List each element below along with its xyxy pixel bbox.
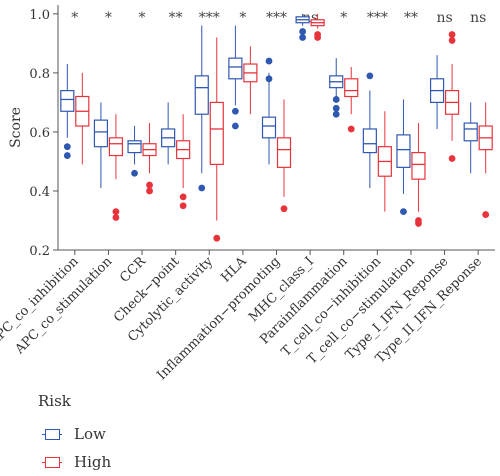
legend-label-low: Low	[74, 425, 106, 443]
box-low-4	[194, 25, 209, 192]
box-high-2	[142, 123, 157, 195]
box-body	[194, 75, 209, 115]
box-low-11	[429, 55, 445, 129]
outlier-point	[213, 234, 221, 242]
outlier-point	[332, 96, 340, 103]
significance-label: ns	[436, 10, 452, 26]
box-high-1	[108, 114, 124, 221]
outlier-point	[265, 57, 273, 65]
box-body	[463, 122, 478, 142]
significance-label: *	[340, 10, 347, 26]
significance-label: *	[239, 10, 246, 26]
legend-key-high	[42, 452, 62, 472]
box-low-2	[127, 126, 142, 177]
box-high-9	[377, 111, 392, 212]
legend-item-low: Low	[42, 420, 111, 448]
box-high-3	[176, 114, 191, 210]
legend-key-low	[42, 424, 62, 444]
significance-label: **	[169, 10, 183, 26]
significance-label: **	[404, 10, 418, 26]
box-low-12	[463, 102, 478, 174]
box-body	[411, 151, 426, 180]
box-high-7	[310, 13, 325, 41]
box-high-5	[243, 46, 258, 115]
box-low-1	[93, 102, 109, 189]
box-high-4	[209, 37, 224, 242]
outlier-point	[448, 37, 456, 44]
y-tick-label: 0.2	[29, 244, 50, 259]
legend: Risk Low High	[38, 392, 111, 476]
significance-label: ***	[199, 10, 220, 26]
outlier-point	[280, 205, 288, 213]
outlier-point	[314, 34, 322, 41]
box-low-10	[396, 99, 411, 216]
outlier-point	[131, 169, 138, 177]
outlier-point	[332, 104, 340, 112]
y-tick-label: 0.6	[29, 126, 50, 141]
outlier-point	[179, 193, 187, 201]
outlier-point	[332, 110, 340, 118]
box-high-8	[344, 66, 359, 133]
y-axis-label: Score	[8, 107, 24, 148]
outlier-point	[112, 208, 120, 216]
box-low-7	[295, 13, 310, 41]
significance-label: *	[139, 10, 146, 26]
box-body	[108, 137, 124, 157]
outlier-point	[482, 211, 490, 218]
significance-label: ns	[470, 10, 486, 26]
legend-title: Risk	[38, 392, 71, 410]
outlier-point	[347, 125, 355, 133]
box-body	[93, 119, 109, 148]
outlier-point	[366, 72, 374, 80]
box-high-6	[276, 99, 292, 213]
outlier-point	[179, 202, 187, 210]
outlier-point	[146, 187, 153, 195]
box-body	[344, 78, 359, 98]
outlier-point	[63, 143, 71, 151]
box-body	[261, 116, 277, 139]
outlier-point	[231, 107, 239, 115]
significance-label: ***	[367, 10, 388, 26]
box-high-11	[444, 31, 460, 162]
box-low-0	[60, 64, 75, 159]
box-body	[228, 57, 243, 80]
box-high-12	[478, 102, 493, 218]
outlier-point	[299, 28, 307, 35]
box-high-10	[411, 123, 426, 227]
outlier-point	[299, 34, 307, 41]
y-tick-label: 1.0	[29, 8, 50, 23]
box-low-8	[329, 58, 344, 118]
box-low-3	[161, 102, 176, 165]
outlier-point	[265, 75, 273, 83]
significance-label: ***	[266, 10, 287, 26]
outlier-point	[400, 208, 407, 216]
box-body	[276, 137, 292, 168]
legend-item-high: High	[42, 448, 111, 476]
box-body	[209, 101, 224, 165]
significance-label: *	[71, 10, 78, 26]
y-tick-label: 0.4	[29, 185, 50, 200]
outlier-point	[415, 220, 422, 227]
box-low-6	[261, 57, 277, 165]
legend-label-high: High	[74, 453, 112, 471]
box-body	[362, 128, 377, 154]
outlier-point	[146, 181, 153, 189]
box-low-5	[228, 25, 243, 130]
outlier-point	[448, 155, 456, 162]
box-high-0	[75, 72, 90, 165]
box-body	[127, 140, 142, 154]
box-body	[396, 134, 411, 168]
outlier-point	[112, 214, 120, 221]
significance-label: *	[105, 10, 112, 26]
box-low-9	[362, 72, 377, 189]
outlier-point	[448, 31, 456, 38]
outlier-point	[231, 122, 239, 130]
box-body	[60, 90, 75, 112]
y-tick-label: 0.8	[29, 67, 50, 82]
outlier-point	[63, 152, 71, 159]
outlier-point	[198, 184, 206, 192]
